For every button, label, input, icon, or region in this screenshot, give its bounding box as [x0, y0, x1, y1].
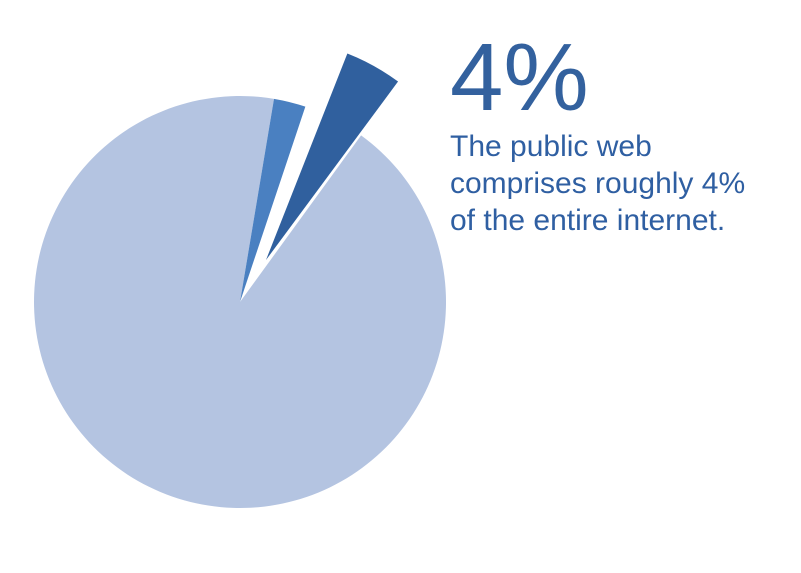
caption-text: The public web comprises roughly 4% of t… [450, 130, 746, 237]
caption-block: 4% The public web comprises roughly 4% o… [450, 24, 790, 239]
pie-slice-secondary [240, 98, 306, 302]
pie-slices-group [34, 53, 447, 509]
pie-slice-public-web [266, 53, 399, 261]
pie-slice-base [34, 96, 447, 509]
headline-percentage: 4% [450, 24, 589, 131]
